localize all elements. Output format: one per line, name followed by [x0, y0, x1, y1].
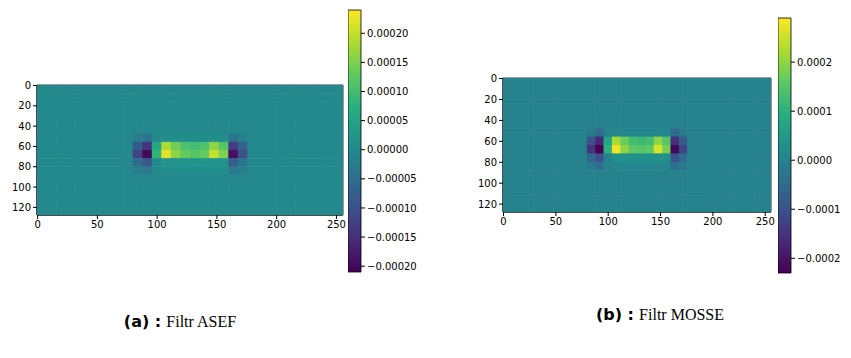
html-text:(a) : Filtr ASEF: (a) : Filtr ASEF — [123, 312, 237, 331]
svg-text:−0.00020: −0.00020 — [367, 261, 417, 272]
svg-text:0: 0 — [34, 219, 40, 230]
svg-text:200: 200 — [703, 216, 722, 227]
svg-text:100: 100 — [12, 182, 31, 193]
svg-text:250: 250 — [327, 219, 346, 230]
svg-text:250: 250 — [756, 216, 775, 227]
svg-text:150: 150 — [651, 216, 670, 227]
svg-text:−0.0002: −0.0002 — [797, 253, 840, 264]
svg-text:40: 40 — [18, 121, 31, 132]
svg-text:80: 80 — [18, 161, 31, 172]
svg-text:0.0000: 0.0000 — [797, 155, 832, 166]
svg-text:20: 20 — [484, 94, 497, 105]
svg-text:−0.00015: −0.00015 — [367, 232, 417, 243]
svg-text:0.00015: 0.00015 — [367, 57, 408, 68]
svg-text:−0.00005: −0.00005 — [367, 173, 417, 184]
svg-text:100: 100 — [478, 178, 497, 189]
svg-text:120: 120 — [478, 199, 497, 210]
svg-text:40: 40 — [484, 115, 497, 126]
svg-text:80: 80 — [484, 157, 497, 168]
svg-text:50: 50 — [91, 219, 104, 230]
svg-text:150: 150 — [207, 219, 226, 230]
svg-text:200: 200 — [267, 219, 286, 230]
svg-text:0: 0 — [491, 73, 497, 84]
svg-text:100: 100 — [599, 216, 618, 227]
svg-text:−0.00010: −0.00010 — [367, 203, 417, 214]
svg-text:60: 60 — [18, 141, 31, 152]
svg-text:0.00005: 0.00005 — [367, 115, 408, 126]
svg-text:0.00010: 0.00010 — [367, 86, 408, 97]
svg-text:120: 120 — [12, 202, 31, 213]
svg-text:100: 100 — [148, 219, 167, 230]
svg-text:0: 0 — [500, 216, 506, 227]
svg-text:60: 60 — [484, 136, 497, 147]
svg-text:0.0002: 0.0002 — [797, 57, 832, 68]
svg-text:0.00000: 0.00000 — [367, 144, 408, 155]
svg-text:50: 50 — [550, 216, 563, 227]
svg-text:0: 0 — [25, 80, 31, 91]
svg-text:0.0001: 0.0001 — [797, 106, 832, 117]
svg-text:−0.0001: −0.0001 — [797, 204, 840, 215]
svg-text:20: 20 — [18, 100, 31, 111]
html-text:(b) : Filtr MOSSE: (b) : Filtr MOSSE — [596, 305, 724, 324]
svg-text:0.00020: 0.00020 — [367, 28, 408, 39]
